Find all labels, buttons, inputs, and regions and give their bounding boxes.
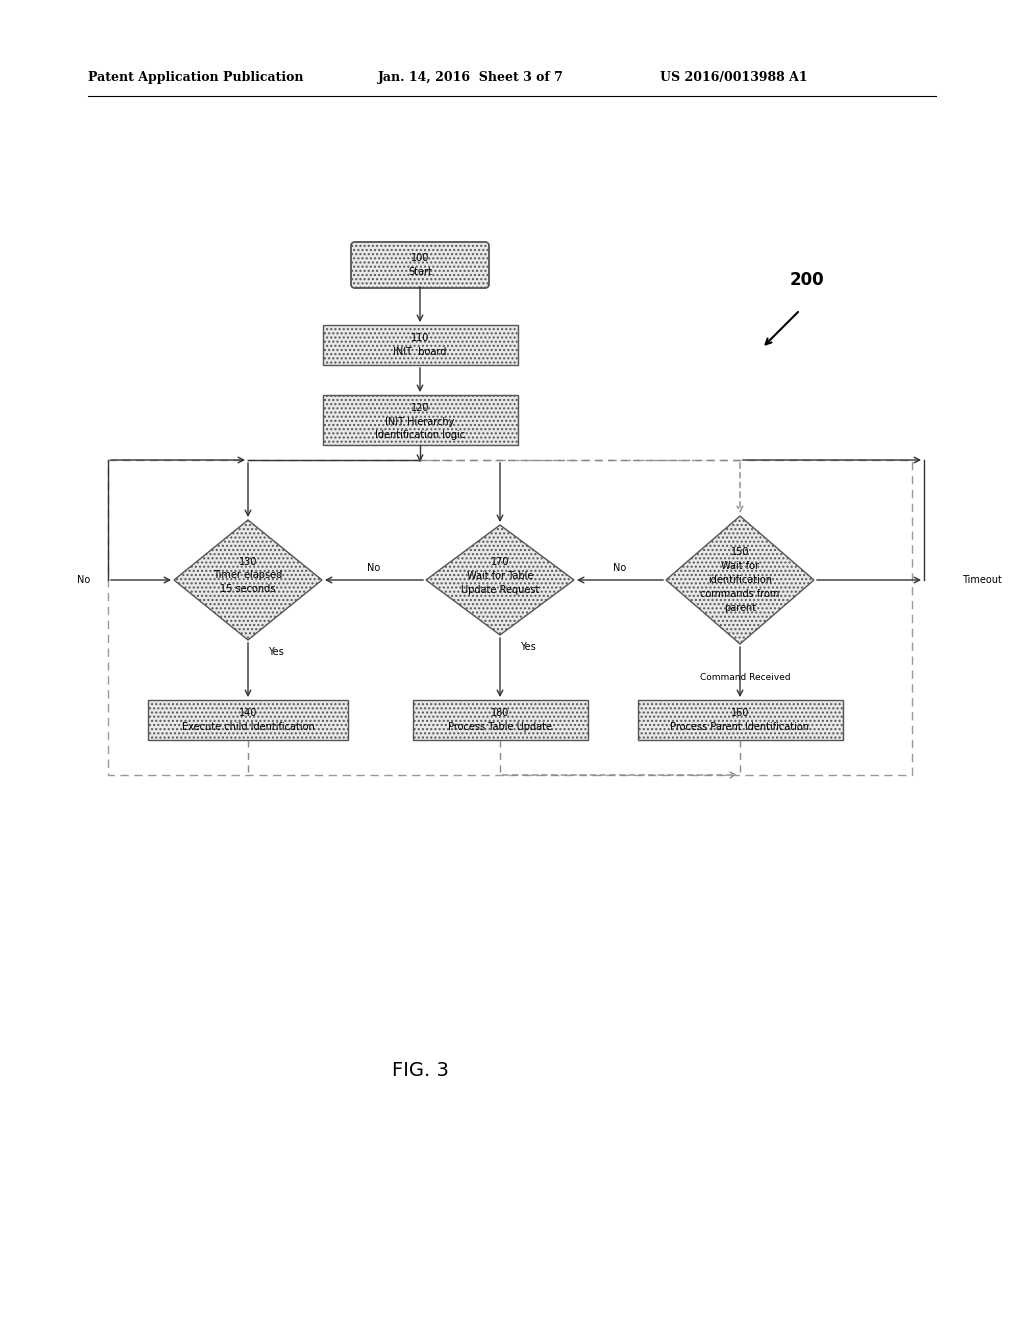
Text: FIG. 3: FIG. 3 (391, 1060, 449, 1080)
Polygon shape (174, 520, 322, 640)
Text: 100: 100 (411, 253, 429, 263)
Text: Timeout: Timeout (962, 576, 1001, 585)
Polygon shape (426, 525, 574, 635)
Text: Jan. 14, 2016  Sheet 3 of 7: Jan. 14, 2016 Sheet 3 of 7 (378, 71, 564, 84)
Text: Patent Application Publication: Patent Application Publication (88, 71, 303, 84)
Text: No: No (368, 564, 381, 573)
Text: Command Received: Command Received (699, 672, 791, 681)
Text: Wait for Table: Wait for Table (467, 572, 534, 581)
Text: No: No (77, 576, 90, 585)
Text: Yes: Yes (268, 647, 284, 657)
Text: Process Table Update: Process Table Update (449, 722, 552, 733)
Text: 130: 130 (239, 557, 257, 568)
Text: 170: 170 (490, 557, 509, 568)
Bar (323, 325, 517, 366)
FancyBboxPatch shape (351, 242, 489, 288)
Text: 180: 180 (490, 708, 509, 718)
Text: No: No (613, 564, 627, 573)
Text: 200: 200 (790, 271, 824, 289)
Text: Yes: Yes (520, 642, 536, 652)
Text: INIT  board: INIT board (393, 347, 446, 356)
Text: Process Parent Identification: Process Parent Identification (671, 722, 810, 733)
Text: 160: 160 (731, 708, 750, 718)
Bar (413, 700, 588, 741)
Text: 140: 140 (239, 708, 257, 718)
Text: Execute child Identification: Execute child Identification (181, 722, 314, 733)
Bar (148, 700, 348, 741)
Bar (323, 395, 517, 445)
Text: parent: parent (724, 603, 756, 612)
Text: identification: identification (708, 576, 772, 585)
Text: 110: 110 (411, 333, 429, 343)
Text: Start: Start (408, 267, 432, 277)
Bar (638, 700, 843, 741)
Text: Update Request: Update Request (461, 585, 540, 595)
Text: 120: 120 (411, 403, 429, 413)
Text: 15 seconds: 15 seconds (220, 583, 275, 594)
Text: Wait for: Wait for (721, 561, 759, 572)
Text: commands from: commands from (700, 589, 779, 599)
Text: US 2016/0013988 A1: US 2016/0013988 A1 (660, 71, 808, 84)
Text: Identification logic: Identification logic (375, 430, 465, 440)
Bar (108, 459, 912, 775)
Text: INIT Hierarchy: INIT Hierarchy (385, 417, 455, 426)
Text: 150: 150 (731, 546, 750, 557)
Polygon shape (666, 516, 814, 644)
Text: Timer elapsed: Timer elapsed (213, 570, 283, 579)
